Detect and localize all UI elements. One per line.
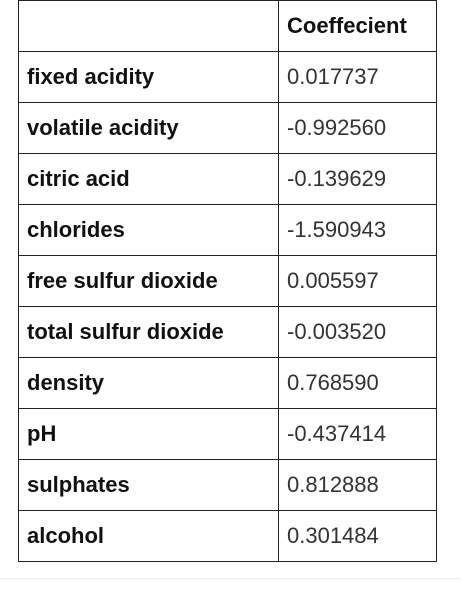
coefficient-value-cell: -1.590943	[278, 204, 437, 256]
coefficient-table-container: Coeffecient fixed acidity 0.017737 volat…	[18, 0, 437, 562]
coefficient-value-cell: 0.301484	[278, 510, 437, 562]
feature-name-cell: sulphates	[18, 459, 279, 511]
coefficient-value-cell: 0.005597	[278, 255, 437, 307]
table-row: fixed acidity 0.017737	[18, 51, 437, 103]
coefficient-table: Coeffecient fixed acidity 0.017737 volat…	[18, 0, 437, 562]
feature-name-cell: volatile acidity	[18, 102, 279, 154]
table-row: free sulfur dioxide 0.005597	[18, 255, 437, 307]
table-row: chlorides -1.590943	[18, 204, 437, 256]
coefficient-value-cell: -0.992560	[278, 102, 437, 154]
header-coefficient-cell: Coeffecient	[278, 0, 437, 52]
coefficient-value-cell: 0.812888	[278, 459, 437, 511]
coefficient-value-cell: -0.003520	[278, 306, 437, 358]
table-row: citric acid -0.139629	[18, 153, 437, 205]
feature-name-cell: citric acid	[18, 153, 279, 205]
table-header-row: Coeffecient	[18, 0, 437, 52]
table-row: volatile acidity -0.992560	[18, 102, 437, 154]
bottom-divider	[0, 578, 461, 579]
table-row: total sulfur dioxide -0.003520	[18, 306, 437, 358]
table-row: alcohol 0.301484	[18, 510, 437, 562]
feature-name-cell: alcohol	[18, 510, 279, 562]
feature-name-cell: fixed acidity	[18, 51, 279, 103]
table-row: sulphates 0.812888	[18, 459, 437, 511]
table-row: density 0.768590	[18, 357, 437, 409]
coefficient-value-cell: 0.768590	[278, 357, 437, 409]
feature-name-cell: total sulfur dioxide	[18, 306, 279, 358]
coefficient-value-cell: -0.437414	[278, 408, 437, 460]
header-feature-cell	[18, 0, 279, 52]
coefficient-value-cell: -0.139629	[278, 153, 437, 205]
feature-name-cell: density	[18, 357, 279, 409]
feature-name-cell: pH	[18, 408, 279, 460]
coefficient-value-cell: 0.017737	[278, 51, 437, 103]
feature-name-cell: chlorides	[18, 204, 279, 256]
table-row: pH -0.437414	[18, 408, 437, 460]
feature-name-cell: free sulfur dioxide	[18, 255, 279, 307]
